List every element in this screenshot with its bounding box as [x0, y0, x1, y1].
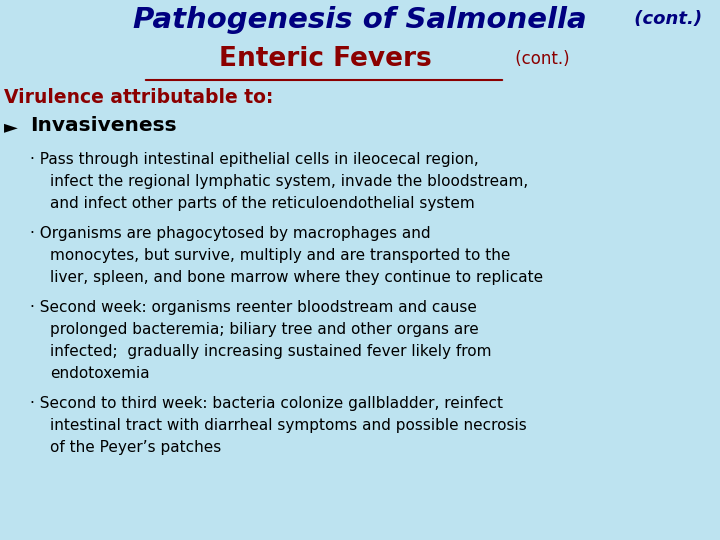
Text: Invasiveness: Invasiveness [30, 116, 176, 135]
Text: liver, spleen, and bone marrow where they continue to replicate: liver, spleen, and bone marrow where the… [50, 270, 543, 285]
Text: prolonged bacteremia; biliary tree and other organs are: prolonged bacteremia; biliary tree and o… [50, 322, 479, 337]
Text: · Pass through intestinal epithelial cells in ileocecal region,: · Pass through intestinal epithelial cel… [30, 152, 479, 167]
Text: infected;  gradually increasing sustained fever likely from: infected; gradually increasing sustained… [50, 344, 492, 359]
Text: monocytes, but survive, multiply and are transported to the: monocytes, but survive, multiply and are… [50, 248, 510, 263]
Text: intestinal tract with diarrheal symptoms and possible necrosis: intestinal tract with diarrheal symptoms… [50, 418, 527, 433]
Text: Virulence attributable to:: Virulence attributable to: [4, 88, 274, 107]
Text: · Organisms are phagocytosed by macrophages and: · Organisms are phagocytosed by macropha… [30, 226, 431, 241]
Text: Enteric Fevers: Enteric Fevers [219, 46, 431, 72]
Text: (cont.): (cont.) [628, 10, 702, 28]
Text: endotoxemia: endotoxemia [50, 366, 150, 381]
Text: and infect other parts of the reticuloendothelial system: and infect other parts of the reticuloen… [50, 196, 474, 211]
Text: ►: ► [4, 118, 18, 136]
Text: (cont.): (cont.) [510, 50, 570, 68]
Text: Pathogenesis of Salmonella: Pathogenesis of Salmonella [133, 6, 587, 34]
Text: of the Peyer’s patches: of the Peyer’s patches [50, 440, 221, 455]
Text: · Second week: organisms reenter bloodstream and cause: · Second week: organisms reenter bloodst… [30, 300, 477, 315]
Text: · Second to third week: bacteria colonize gallbladder, reinfect: · Second to third week: bacteria coloniz… [30, 396, 503, 411]
Text: infect the regional lymphatic system, invade the bloodstream,: infect the regional lymphatic system, in… [50, 174, 528, 189]
